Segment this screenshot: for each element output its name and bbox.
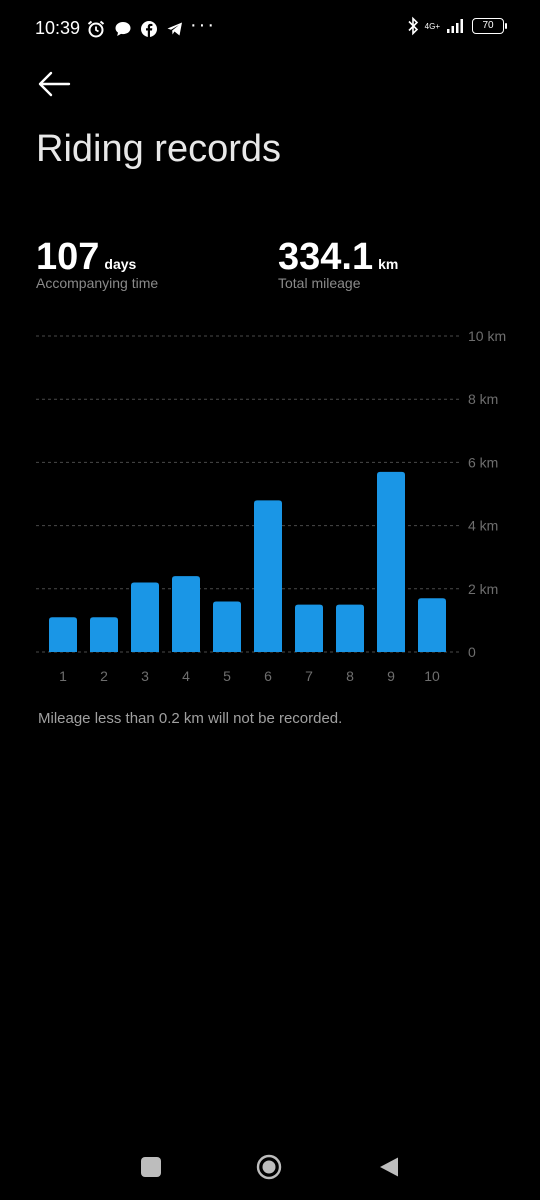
chart-bar [131, 582, 159, 652]
facebook-icon [141, 21, 157, 37]
y-tick-label: 4 km [468, 518, 498, 534]
y-tick-label: 10 km [468, 328, 506, 344]
chart-bar [336, 604, 364, 652]
mileage-label: Total mileage [278, 275, 361, 291]
home-circle-icon[interactable] [256, 1154, 282, 1180]
recents-square-icon[interactable] [141, 1157, 161, 1177]
telegram-icon [167, 22, 182, 36]
chart-bar [377, 471, 405, 652]
x-tick-label: 4 [182, 668, 190, 684]
x-tick-label: 8 [346, 668, 354, 684]
navigation-bar [0, 1140, 540, 1200]
x-tick-label: 9 [387, 668, 395, 684]
x-tick-label: 3 [141, 668, 149, 684]
y-tick-label: 8 km [468, 391, 498, 407]
days-value: 107 [36, 236, 100, 278]
chart-bar [418, 598, 446, 652]
chart-bar [254, 500, 282, 652]
back-arrow-icon [38, 71, 71, 97]
page-title: Riding records [36, 128, 281, 170]
status-icons-left [86, 18, 184, 40]
chat-bubble-icon [115, 22, 131, 36]
mileage-chart: 0 2 km 4 km 6 km 8 km 10 km 1 2 3 4 5 6 7 8 9 10 [0, 320, 540, 700]
mileage-unit: km [378, 256, 399, 272]
mileage-chart-svg: 0 2 km 4 km 6 km 8 km 10 km 1 2 3 4 5 6 7 8 9 10 [36, 328, 506, 684]
x-tick-label: 6 [264, 668, 272, 684]
chart-bar [213, 601, 241, 652]
bluetooth-icon [408, 16, 418, 36]
status-time: 10:39 [35, 18, 81, 38]
stat-total-mileage: 334.1 km Total mileage [278, 236, 398, 291]
x-tick-label: 2 [100, 668, 108, 684]
network-type: 4G+ [424, 21, 440, 31]
chart-bar [295, 604, 323, 652]
battery-icon: 70 [472, 18, 507, 34]
chart-bar [90, 617, 118, 652]
y-tick-label: 0 [468, 644, 476, 660]
days-unit: days [104, 256, 137, 272]
mileage-value: 334.1 [278, 236, 374, 278]
back-triangle-icon[interactable] [378, 1156, 400, 1178]
x-tick-label: 1 [59, 668, 67, 684]
status-bar: 10:39 ··· 4G+ 70 [0, 0, 540, 60]
stat-accompanying-time: 107 days Accompanying time [36, 236, 158, 291]
chart-bar [172, 576, 200, 652]
y-tick-label: 6 km [468, 454, 498, 470]
alarm-icon [87, 20, 105, 38]
x-tick-label: 5 [223, 668, 231, 684]
status-icons-right: 4G+ 70 [407, 16, 507, 36]
battery-level: 70 [482, 20, 494, 31]
more-notifications-icon: ··· [190, 14, 216, 36]
x-tick-label: 10 [424, 668, 440, 684]
days-label: Accompanying time [36, 275, 159, 291]
signal-icon [447, 19, 463, 33]
back-button[interactable] [36, 68, 72, 100]
footnote: Mileage less than 0.2 km will not be rec… [38, 710, 343, 727]
y-tick-label: 2 km [468, 581, 498, 597]
x-tick-label: 7 [305, 668, 313, 684]
chart-bar [49, 617, 77, 652]
